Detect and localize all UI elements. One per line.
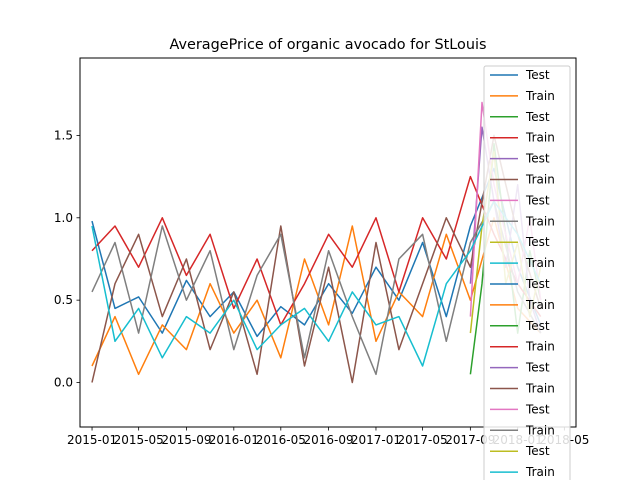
legend-label: Test: [525, 361, 550, 375]
legend-label: Test: [525, 319, 550, 333]
legend-label: Train: [525, 89, 555, 103]
x-tick-label: 2016-09: [304, 433, 354, 447]
series-line-2: [91, 217, 542, 376]
y-tick-label: 0.5: [54, 293, 73, 307]
legend-label: Test: [525, 152, 550, 166]
series-line-10: [91, 200, 542, 367]
legend-label: Test: [525, 68, 550, 82]
y-tick-label: 0.0: [54, 376, 73, 390]
legend-label: Train: [525, 256, 555, 270]
x-tick-label: 2015-01: [67, 433, 117, 447]
y-tick-label: 1.0: [54, 211, 73, 225]
legend-label: Train: [525, 340, 555, 354]
x-tick-label: 2017-09: [445, 433, 495, 447]
legend-label: Test: [525, 193, 550, 207]
series-line-8: [91, 200, 542, 376]
legend-label: Train: [525, 423, 555, 437]
series-layer: [91, 101, 542, 384]
legend-label: Train: [525, 131, 555, 145]
x-tick-label: 2015-05: [114, 433, 164, 447]
x-tick-label: 2017-01: [351, 433, 401, 447]
legend-label: Train: [525, 173, 555, 187]
chart-title: AveragePrice of organic avocado for StLo…: [170, 37, 487, 53]
legend-label: Train: [525, 214, 555, 228]
legend-label: Test: [525, 402, 550, 416]
y-axis: 0.0 0.5 1.0 1.5: [54, 128, 80, 390]
legend-label: Test: [525, 277, 550, 291]
legend-label: Train: [525, 465, 555, 479]
legend: Test Train Test Train Test Train Test Train Test…: [483, 65, 571, 480]
x-tick-label: 2017-05: [398, 433, 448, 447]
x-tick-label: 2016-05: [256, 433, 306, 447]
legend-label: Test: [525, 235, 550, 249]
legend-label: Train: [525, 298, 555, 312]
y-tick-label: 1.5: [54, 128, 73, 142]
legend-box: [483, 65, 571, 480]
legend-label: Test: [525, 110, 550, 124]
x-tick-label: 2016-01: [209, 433, 259, 447]
legend-label: Test: [525, 444, 550, 458]
plot-frame: [79, 57, 577, 428]
series-line-4: [91, 175, 542, 326]
x-tick-label: 2015-09: [161, 433, 211, 447]
x-axis: 2015-012015-052015-092016-012016-052016-…: [67, 427, 589, 447]
legend-label: Train: [525, 382, 555, 396]
